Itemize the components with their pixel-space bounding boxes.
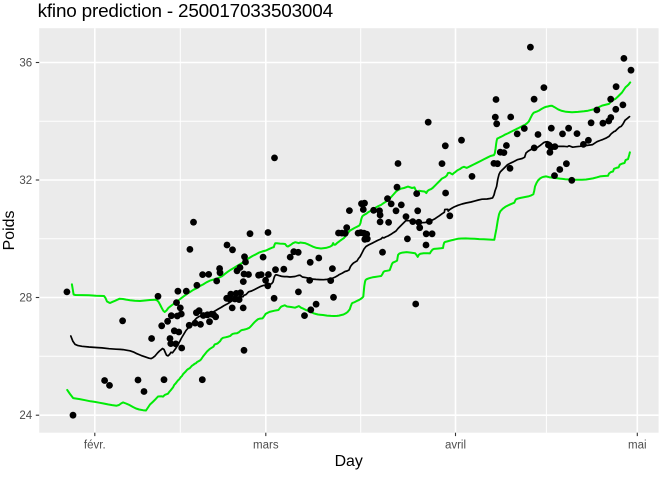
svg-text:Poids: Poids (1, 211, 18, 251)
svg-text:mai: mai (628, 440, 647, 452)
svg-text:32: 32 (19, 175, 32, 187)
svg-text:mars: mars (253, 440, 279, 452)
svg-text:févr.: févr. (84, 440, 106, 452)
svg-text:avril: avril (445, 440, 466, 452)
svg-text:28: 28 (19, 293, 32, 305)
svg-text:24: 24 (19, 410, 32, 422)
svg-text:36: 36 (19, 58, 32, 70)
svg-text:Day: Day (335, 453, 363, 470)
svg-text:kfino prediction - 25001703350: kfino prediction - 250017033503004 (38, 1, 333, 22)
